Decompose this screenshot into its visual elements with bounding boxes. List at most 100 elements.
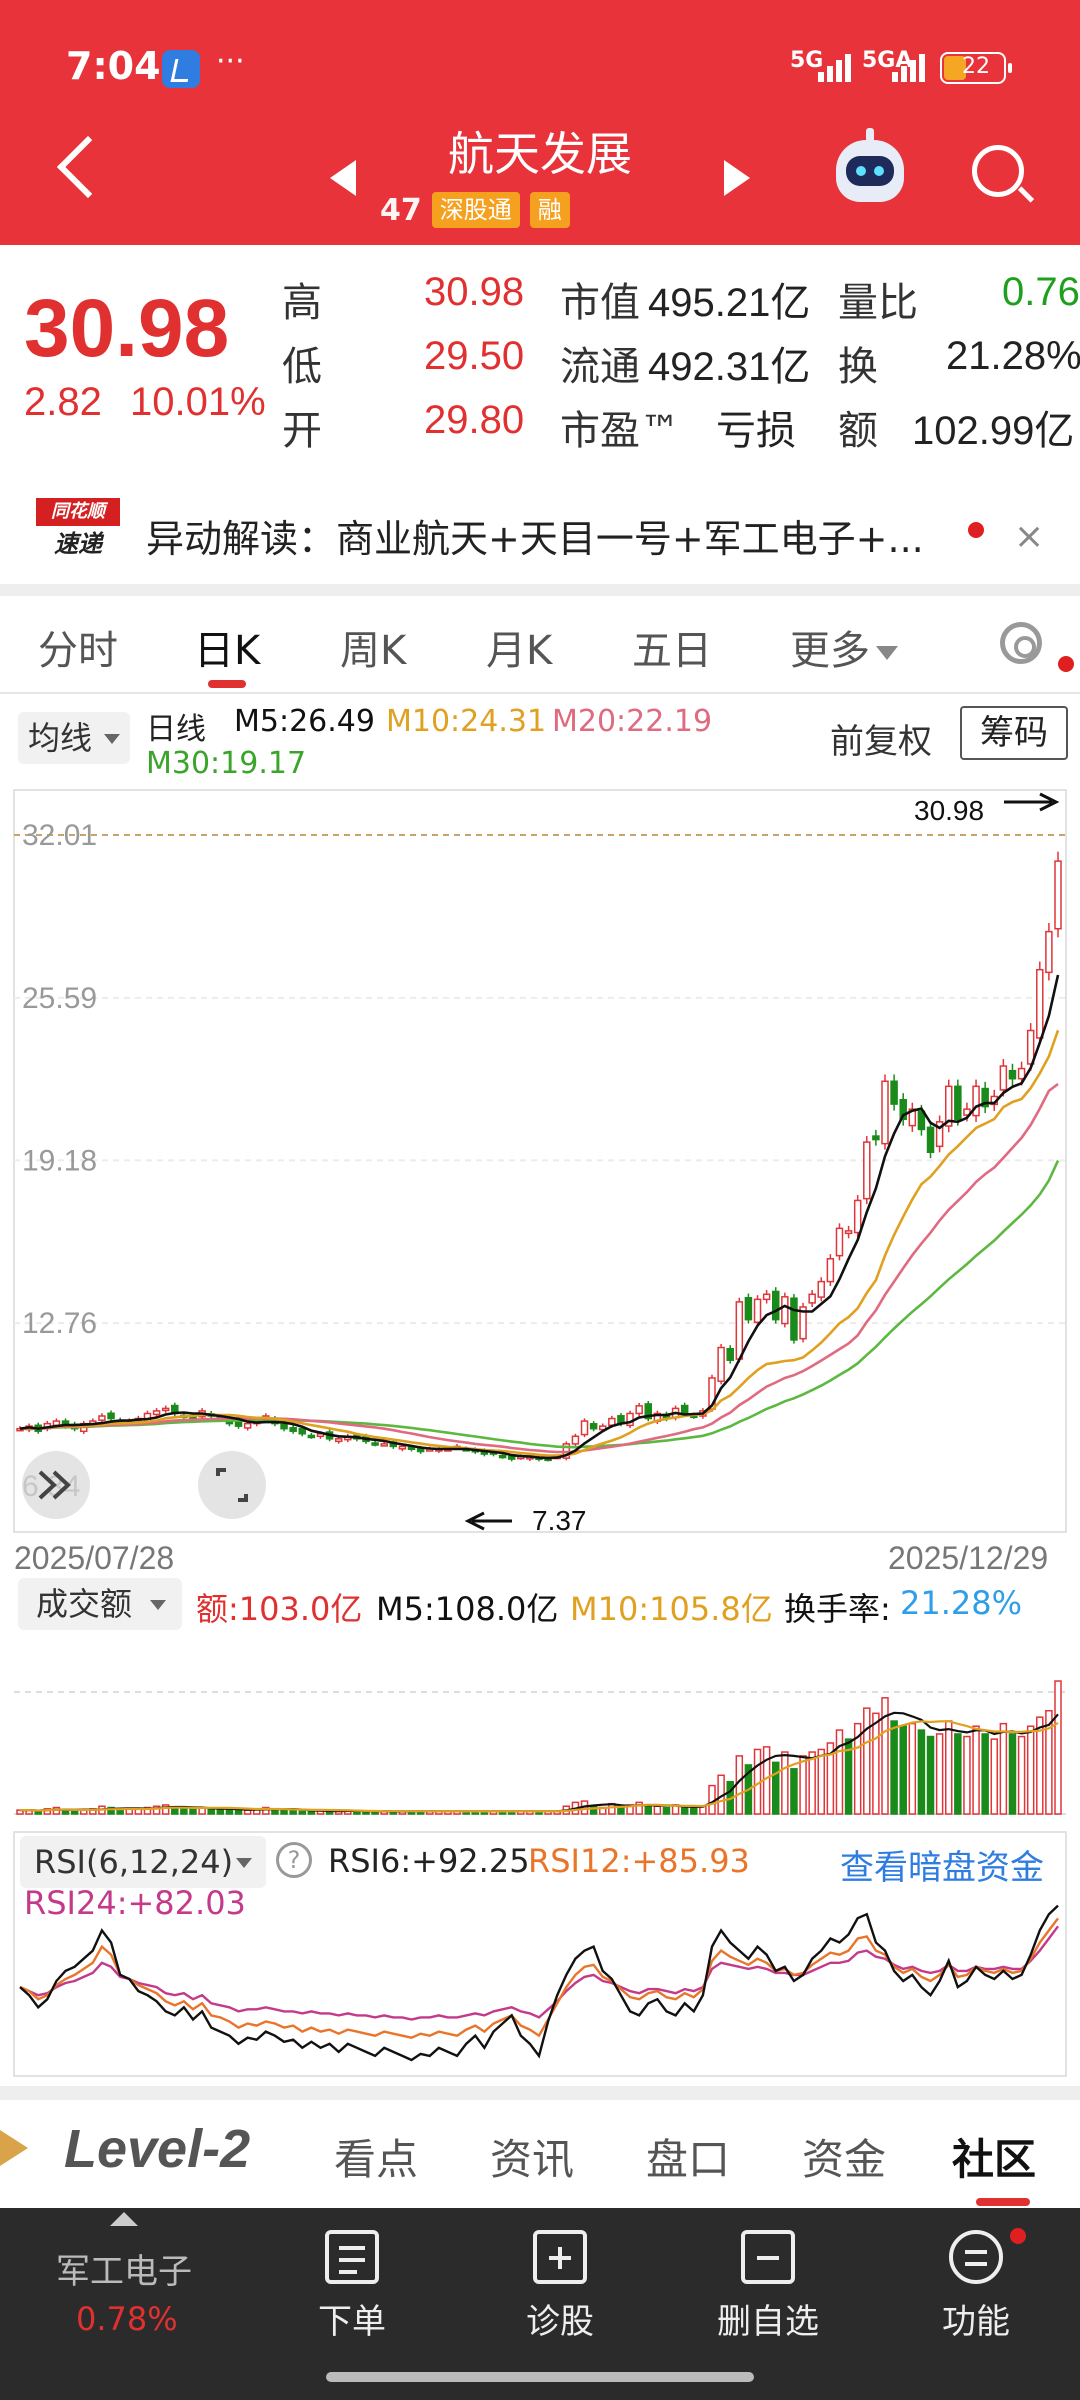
alert-text: 异动解读：商业航天+天目一号+军工电子+...: [146, 517, 924, 561]
volume-bar: [70, 1810, 79, 1815]
app-header: 7:04 ··· 5G 5GA 22 航天发展 47 深股通 融: [0, 0, 1080, 245]
dark-pool-link[interactable]: 查看暗盘资金: [840, 1848, 1044, 1888]
chips-button[interactable]: 筹码: [960, 706, 1068, 760]
ai-assistant-robot-icon[interactable]: [836, 128, 904, 202]
fullscreen-icon[interactable]: [198, 1451, 266, 1519]
candlestick: [1026, 1023, 1035, 1071]
turnover-rate-label: 换手率:: [784, 1590, 891, 1628]
rsi24-value: RSI24:+82.03: [24, 1884, 246, 1922]
tab-highlights[interactable]: 看点: [334, 2135, 419, 2184]
next-stock-icon[interactable]: [724, 160, 750, 196]
market-cap-label: 市值: [560, 280, 640, 326]
candlestick: [571, 1433, 580, 1447]
margin-tag: 融: [529, 192, 570, 228]
candlestick: [635, 1402, 643, 1417]
candlestick: [817, 1277, 826, 1302]
volume-bar: [34, 1810, 42, 1815]
remove-watchlist-button[interactable]: 删自选: [698, 2222, 838, 2343]
status-overflow-dots: ···: [216, 44, 245, 79]
candlestick: [981, 1081, 989, 1114]
candlestick: [626, 1410, 634, 1429]
volume-bar: [790, 1768, 798, 1815]
tab-daily-k[interactable]: 日K: [194, 628, 261, 674]
volume-bar: [881, 1697, 889, 1815]
candlestick: [944, 1079, 953, 1133]
rsi-indicator-select[interactable]: RSI(6,12,24): [20, 1836, 266, 1888]
volume-ma5: M5:108.0亿: [376, 1590, 559, 1628]
float-cap-value: 492.31亿: [648, 345, 811, 389]
volume-bar: [853, 1722, 862, 1815]
volume-bar: [954, 1733, 962, 1815]
order-button[interactable]: 下单: [282, 2222, 422, 2343]
volume-bar: [644, 1805, 653, 1815]
volume-bar: [990, 1738, 999, 1815]
search-icon[interactable]: [972, 145, 1024, 197]
settings-icon[interactable]: [1000, 622, 1042, 664]
volume-chart[interactable]: [0, 1632, 1080, 1818]
tab-monthly-k[interactable]: 月K: [486, 628, 553, 674]
unread-dot: [968, 522, 984, 538]
news-alert-banner[interactable]: 同花顺 速递 异动解读：商业航天+天目一号+军工电子+...: [0, 482, 1080, 582]
tab-news[interactable]: 资讯: [490, 2135, 575, 2184]
home-indicator: [326, 2372, 754, 2382]
volume-bar: [944, 1720, 953, 1815]
adjust-mode[interactable]: 前复权: [830, 722, 932, 762]
signal-5g-label: 5G: [790, 48, 824, 73]
diagnose-button[interactable]: 诊股: [490, 2222, 630, 2343]
expand-up-icon[interactable]: [110, 2212, 138, 2226]
dropdown-icon: [104, 734, 120, 744]
high-label: 高: [282, 280, 322, 326]
volume-bar: [234, 1809, 243, 1815]
rsi-chart[interactable]: [0, 1830, 1080, 2080]
volume-bar: [972, 1725, 980, 1815]
notification-app-icon: [162, 50, 200, 88]
y-tick-label: 19.18: [22, 1144, 97, 1177]
candlestick: [589, 1421, 598, 1432]
tab-weekly-k[interactable]: 周K: [340, 628, 407, 674]
candlestick: [771, 1287, 780, 1324]
sector-change: 0.78%: [76, 2300, 178, 2338]
rsi24-line: [19, 1925, 1059, 2021]
tab-orderbook[interactable]: 盘口: [646, 2135, 731, 2184]
sector-name[interactable]: 军工电子: [56, 2252, 192, 2292]
volume-bar: [180, 1808, 188, 1815]
remove-icon: [741, 2230, 795, 2284]
tab-five-day[interactable]: 五日: [632, 628, 712, 674]
candlestick: [371, 1440, 379, 1447]
candlestick: [717, 1343, 725, 1385]
close-alert-icon[interactable]: ×: [1014, 516, 1045, 557]
stock-subinfo: 47 深股通 融: [380, 190, 570, 230]
functions-button[interactable]: 功能: [906, 2222, 1046, 2343]
indicator-select[interactable]: 均线: [18, 712, 130, 764]
x-end-date: 2025/12/29: [888, 1540, 1049, 1576]
tab-more[interactable]: 更多: [790, 618, 898, 676]
volume-indicator-select[interactable]: 成交额: [18, 1578, 182, 1630]
tab-community[interactable]: 社区: [952, 2135, 1037, 2184]
level2-tab[interactable]: Level-2: [64, 2119, 251, 2179]
candlestick: [726, 1345, 734, 1364]
expand-chart-icon[interactable]: [22, 1451, 90, 1519]
divider: [0, 2086, 1080, 2100]
candlestick: [935, 1115, 944, 1153]
volume-bar: [1054, 1680, 1062, 1815]
volume-bar: [1008, 1733, 1017, 1815]
volume-bar: [844, 1738, 853, 1815]
prev-stock-icon[interactable]: [330, 160, 356, 196]
help-icon[interactable]: ?: [276, 1842, 312, 1878]
volume-bar: [872, 1712, 880, 1815]
amount-value: 102.99亿: [912, 409, 1075, 453]
ma20-label: M20:22.19: [552, 704, 713, 739]
stock-code: 47: [380, 192, 422, 228]
open-value: 29.80: [424, 398, 525, 442]
candlestick: [872, 1129, 880, 1146]
tab-funds[interactable]: 资金: [802, 2135, 887, 2184]
tab-intraday[interactable]: 分时: [38, 628, 118, 674]
dropdown-icon: [876, 646, 898, 660]
ma5-label: M5:26.49: [234, 704, 375, 739]
volume-ma10: M10:105.8亿: [570, 1590, 773, 1628]
pe-value: 亏损: [716, 409, 796, 453]
dropdown-icon: [236, 1858, 252, 1868]
volume-bar: [1017, 1735, 1026, 1815]
volume-bar: [243, 1809, 252, 1815]
